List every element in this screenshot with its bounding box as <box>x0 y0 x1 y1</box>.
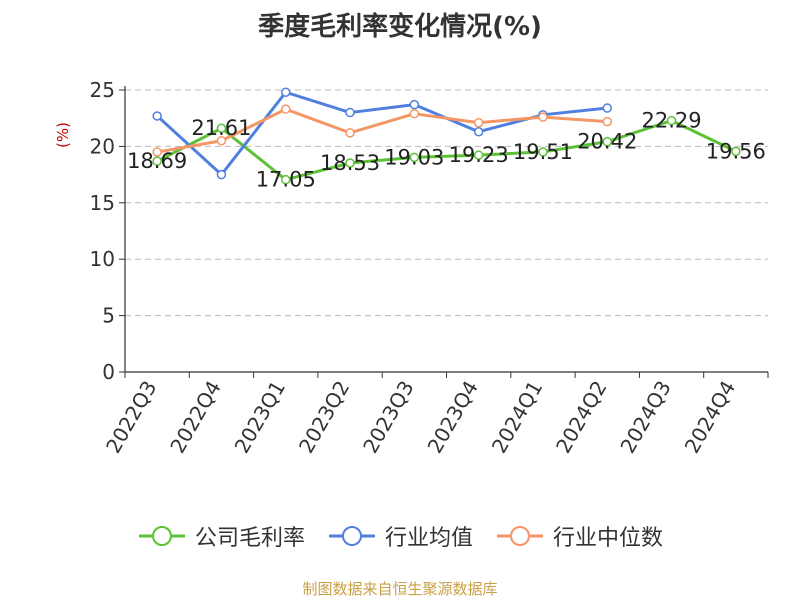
series-line <box>156 119 737 182</box>
x-tick-label: 2023Q4 <box>423 377 483 458</box>
data-point <box>538 147 548 157</box>
y-tick-label: 5 <box>102 304 115 328</box>
data-point <box>602 103 612 113</box>
x-tick-label: 2023Q1 <box>230 377 290 458</box>
data-label: 19.03 <box>384 145 444 169</box>
data-point <box>281 87 291 98</box>
x-tick-label: 2024Q3 <box>615 377 675 458</box>
x-tick-label: 2022Q4 <box>165 377 225 458</box>
x-tick-label: 2023Q2 <box>294 377 354 458</box>
series-line <box>156 107 608 154</box>
data-point <box>216 136 227 146</box>
data-point <box>281 104 291 114</box>
y-tick-label: 10 <box>90 247 115 271</box>
data-point <box>409 152 420 163</box>
legend-swatch-icon <box>138 526 185 546</box>
x-tick-label: 2023Q3 <box>358 377 418 458</box>
legend-swatch-marker <box>151 526 172 546</box>
legend: 公司毛利率 行业均值 行业中位数 <box>0 520 800 552</box>
y-tick-label: 0 <box>102 360 115 384</box>
data-point <box>602 136 612 147</box>
data-point <box>473 117 484 128</box>
legend-item[interactable]: 行业均值 <box>327 520 473 552</box>
data-label: 22.29 <box>641 109 701 133</box>
legend-label: 行业均值 <box>384 526 473 551</box>
source-note: 制图数据来自恒生聚源数据库 <box>302 580 498 598</box>
legend-swatch-marker <box>341 526 362 546</box>
legend-swatch-icon <box>328 526 375 546</box>
data-point <box>409 99 420 110</box>
legend-item[interactable]: 公司毛利率 <box>137 520 305 552</box>
data-point <box>409 108 420 119</box>
data-point <box>345 107 355 118</box>
legend-label: 行业中位数 <box>553 526 664 551</box>
data-point <box>666 115 677 126</box>
data-point <box>216 123 227 133</box>
data-point <box>216 169 227 180</box>
legend-swatch-marker <box>510 526 530 546</box>
data-point <box>152 147 162 157</box>
legend-swatch-icon <box>497 526 543 546</box>
grid-layer <box>125 89 768 317</box>
legend-item[interactable]: 行业中位数 <box>495 520 663 552</box>
y-tick-label: 25 <box>90 78 115 102</box>
series-layer <box>152 87 741 185</box>
data-label: 17.05 <box>256 168 316 192</box>
chart-title: 季度毛利率变化情况(%) <box>258 12 542 42</box>
data-point <box>345 128 355 138</box>
data-point <box>602 116 612 127</box>
y-tick-label: 15 <box>90 191 115 215</box>
data-point <box>731 146 741 157</box>
data-point <box>152 111 162 121</box>
data-label: 19.51 <box>513 140 573 164</box>
data-point <box>538 112 548 122</box>
data-point <box>473 150 484 160</box>
x-tick-label: 2024Q4 <box>680 377 740 458</box>
data-label: 18.53 <box>320 151 380 175</box>
data-label: 18.69 <box>127 149 187 173</box>
y-tick-label: 20 <box>90 134 115 158</box>
data-label: 20.42 <box>577 130 637 154</box>
data-point <box>281 174 291 185</box>
data-point <box>152 156 162 166</box>
data-point <box>473 126 484 137</box>
x-tick-label: 2024Q2 <box>551 377 611 458</box>
x-tick-label: 2022Q3 <box>101 377 161 458</box>
data-point <box>345 158 355 168</box>
data-label: 19.23 <box>449 143 509 167</box>
data-label: 21.61 <box>191 116 251 140</box>
legend-label: 公司毛利率 <box>194 526 305 551</box>
data-label: 19.56 <box>706 139 766 163</box>
x-tick-label: 2024Q1 <box>487 377 547 458</box>
